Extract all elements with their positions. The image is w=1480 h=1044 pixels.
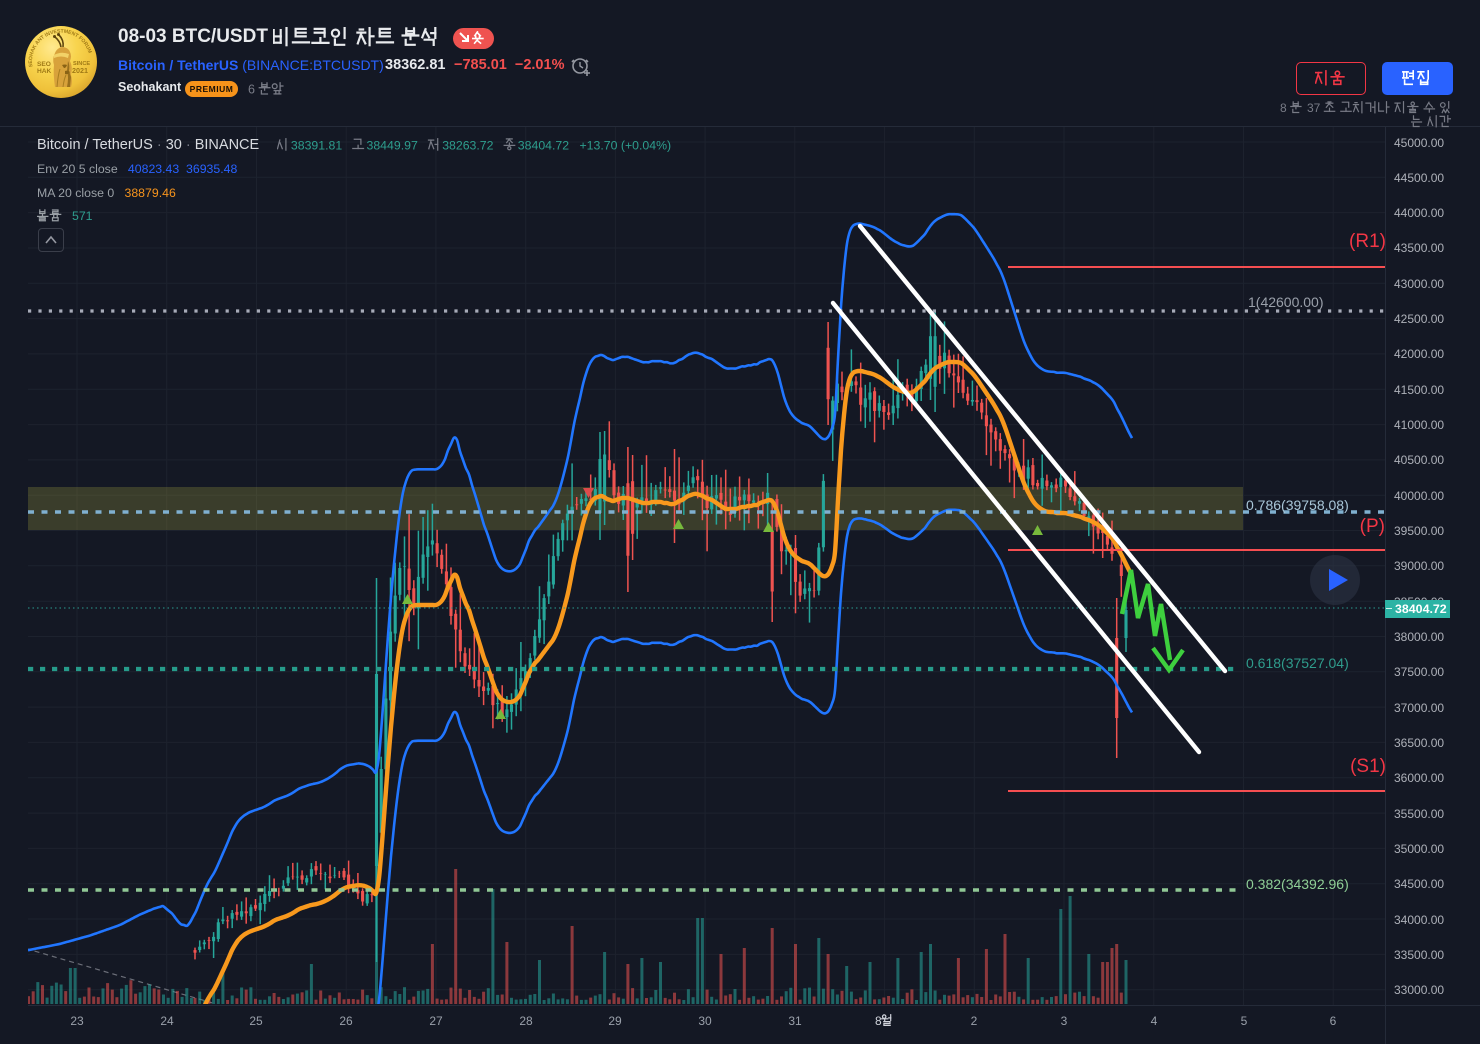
svg-text:38404.72: 38404.72	[518, 138, 569, 152]
svg-text:SEO: SEO	[37, 61, 51, 68]
svg-text:38391.81: 38391.81	[291, 138, 342, 152]
svg-text:+13.70 (+0.04%): +13.70 (+0.04%)	[580, 138, 672, 152]
svg-text:HAK: HAK	[37, 68, 52, 75]
svg-text:38263.72: 38263.72	[442, 138, 493, 152]
svg-text:37: 37	[1307, 101, 1321, 115]
svg-text:2021: 2021	[72, 66, 88, 75]
svg-text:8: 8	[1280, 101, 1287, 115]
svg-text:38449.97: 38449.97	[367, 138, 418, 152]
svg-text:6: 6	[248, 83, 255, 97]
svg-text:SINCE: SINCE	[73, 61, 90, 67]
svg-text:8: 8	[875, 1014, 882, 1028]
